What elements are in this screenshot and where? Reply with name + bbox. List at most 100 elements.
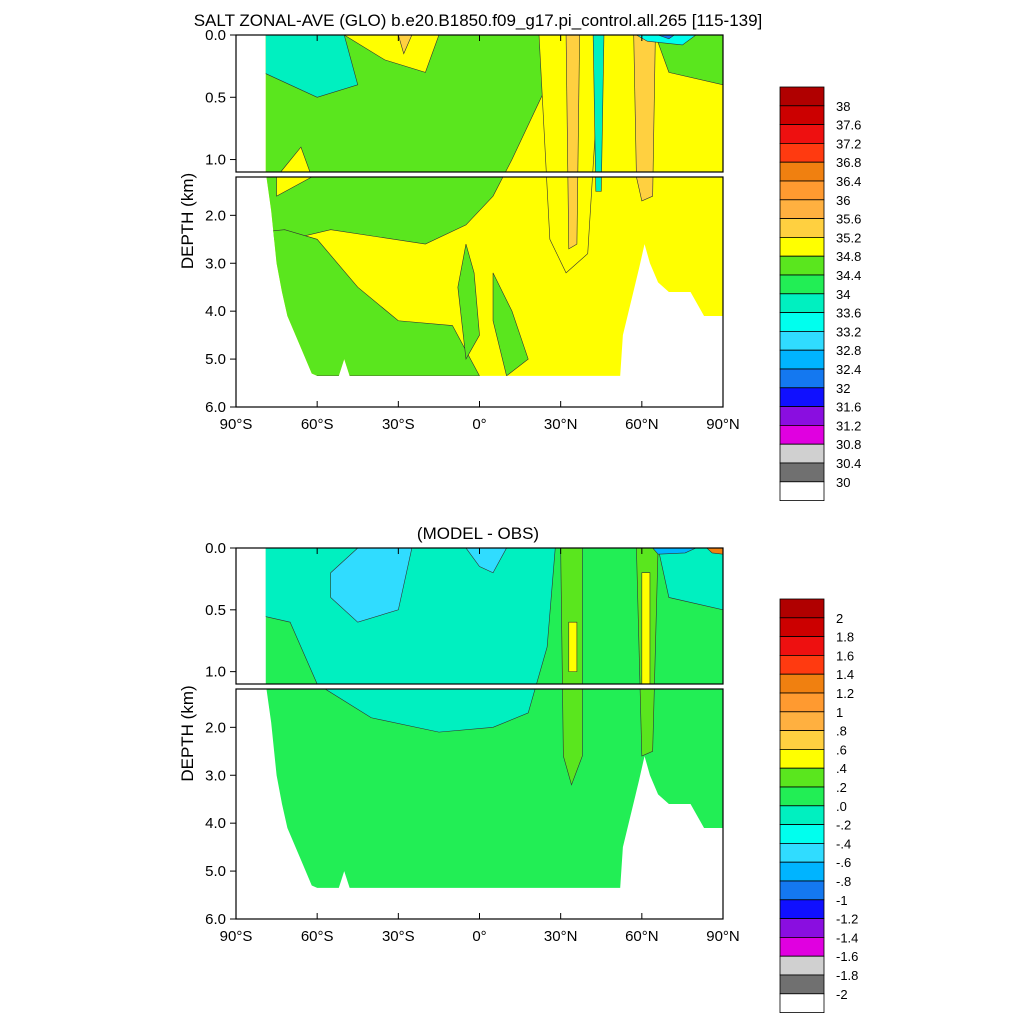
x-tick-label: 60°S: [301, 928, 334, 945]
colorbar-label: -2: [836, 987, 848, 1002]
colorbar-box: [779, 636, 825, 656]
y-tick-label: 1.0: [205, 152, 226, 169]
colorbar-box: [779, 349, 825, 370]
y-axis-label: DEPTH (km): [178, 173, 197, 269]
x-tick-label: 30°S: [382, 928, 415, 945]
y-tick-label: 0.5: [205, 602, 226, 619]
region-pos-30n-core: [568, 621, 578, 672]
x-tick-label: 90°N: [706, 416, 740, 433]
region-arctic-fresh-anom: [651, 548, 697, 555]
x-tick-label: 90°S: [220, 928, 253, 945]
colorbar-box: [779, 124, 825, 144]
colorbar-label: 33.2: [836, 324, 861, 339]
colorbar-box: [779, 424, 825, 445]
colorbar-label: 2: [836, 611, 843, 626]
colorbar-label: -1: [836, 893, 848, 908]
region-arctic-fresh: [635, 35, 697, 46]
y-tick-label: 6.0: [205, 911, 226, 928]
y-tick-label: 0.0: [205, 540, 226, 557]
colorbar-label: 1.4: [836, 667, 854, 682]
colorbar-label: 32.8: [836, 343, 861, 358]
colorbar-label: 31.6: [836, 400, 861, 415]
panel-1: 90°S 60°S 30°S 0° 30°N 60°N 90°N 0.0 0.5 1.0 2.0 3.…: [178, 11, 861, 501]
x-tick-label: 90°S: [220, 416, 253, 433]
colorbar-box: [779, 805, 825, 825]
colorbar-box: [779, 255, 825, 276]
colorbar-label: .0: [836, 799, 847, 814]
colorbar-box: [779, 711, 825, 731]
colorbar-label: 35.2: [836, 230, 861, 245]
colorbar-box: [779, 899, 825, 919]
y-tick-label: 2.0: [205, 207, 226, 224]
y-tick-label: 0.5: [205, 89, 226, 106]
region-arctic: [654, 35, 723, 86]
colorbar-label: 31.2: [836, 418, 861, 433]
region-atl-60n: [633, 35, 656, 202]
colorbar-label: -.4: [836, 836, 851, 851]
colorbar-label: 30.8: [836, 437, 861, 452]
colorbar-label: -1.8: [836, 968, 858, 983]
x-tick-label: 0°: [472, 416, 486, 433]
x-tick-label: 30°N: [544, 416, 578, 433]
colorbar-label: 36: [836, 193, 850, 208]
y-tick-label: 4.0: [205, 303, 226, 320]
colorbar-box: [779, 767, 825, 788]
colorbar-box: [779, 843, 825, 863]
colorbar-box: [779, 692, 825, 713]
chart-title: (MODEL - OBS): [417, 524, 539, 543]
colorbar-label: 1.8: [836, 630, 854, 645]
colorbar-label: 32: [836, 381, 850, 396]
region-neg-sub: [330, 548, 413, 623]
colorbar-box: [779, 105, 825, 126]
colorbar-label: .6: [836, 742, 847, 757]
colorbar-label: 1: [836, 705, 843, 720]
colorbar-label: 38: [836, 99, 850, 114]
colorbar-box: [779, 236, 825, 257]
x-tick-label: 30°S: [382, 416, 415, 433]
region-arctic-low: [657, 35, 676, 40]
colorbar-label: 30: [836, 475, 850, 490]
y-tick-label: 5.0: [205, 863, 226, 880]
colorbar-label: -1.4: [836, 930, 858, 945]
y-tick-label: 2.0: [205, 719, 226, 736]
field-2: [265, 548, 723, 888]
colorbar-box: [779, 142, 825, 163]
colorbar-label: 36.4: [836, 174, 861, 189]
colorbar-label: 30.4: [836, 456, 861, 471]
region-arctic-salty-anom: [705, 548, 723, 555]
colorbar-box: [779, 918, 825, 938]
y-tick-label: 6.0: [205, 399, 226, 416]
band-gap: [234, 684, 725, 689]
colorbar-box: [779, 937, 825, 957]
region-green-eq: [457, 244, 480, 361]
region-pos-60n-core: [641, 572, 651, 685]
colorbar-box: [779, 218, 825, 238]
colorbar-label: 34: [836, 287, 850, 302]
colorbar-box: [779, 861, 825, 882]
colorbar-box: [779, 880, 825, 901]
colorbar-box: [779, 617, 825, 637]
colorbar-box: [779, 598, 825, 619]
colorbar-box: [779, 312, 825, 332]
colorbar-box: [779, 993, 825, 1013]
region-neg-trop: [465, 548, 508, 574]
colorbar-label: 1.2: [836, 686, 854, 701]
colorbar-box: [779, 655, 825, 675]
colorbar-box: [779, 749, 825, 769]
colorbar-box: [779, 274, 825, 295]
field-1: [265, 35, 723, 376]
colorbar-label: -.2: [836, 818, 851, 833]
colorbar-label: .8: [836, 724, 847, 739]
colorbar: 21.81.61.41.21.8.6.4.2.0-.2-.4-.6-.8-1-1…: [779, 598, 858, 1013]
colorbar-label: .2: [836, 780, 847, 795]
region-fresh-south: [265, 35, 359, 98]
colorbar-box: [779, 293, 825, 313]
colorbar-label: 32.4: [836, 362, 861, 377]
colorbar-label: 1.6: [836, 648, 854, 663]
colorbar-box: [779, 730, 825, 750]
x-tick-label: 60°N: [625, 416, 659, 433]
y-tick-label: 3.0: [205, 255, 226, 272]
panel-2: 90°S 60°S 30°S 0° 30°N 60°N 90°N0.00.51.02.03.…: [178, 524, 858, 1013]
colorbar-box: [779, 824, 825, 844]
chart-title: SALT ZONAL-AVE (GLO) b.e20.B1850.f09_g17…: [194, 11, 763, 30]
